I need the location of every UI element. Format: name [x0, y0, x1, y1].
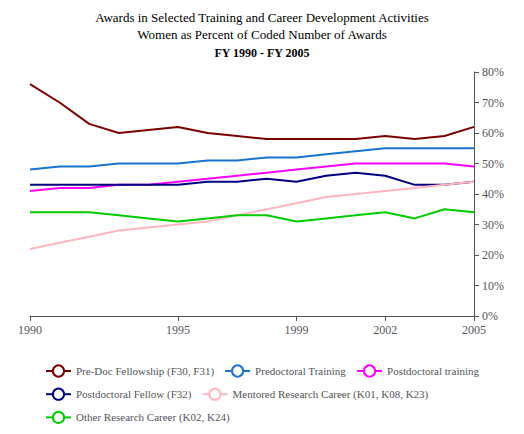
svg-text:30%: 30% — [482, 218, 504, 232]
svg-text:1999: 1999 — [284, 323, 308, 337]
svg-text:2002: 2002 — [373, 323, 397, 337]
svg-text:Postdoctoral training: Postdoctoral training — [387, 365, 479, 377]
svg-text:Women as Percent of Coded Numb: Women as Percent of Coded Number of Awar… — [137, 27, 386, 42]
svg-text:Mentored Research Career (K01,: Mentored Research Career (K01, K08, K23) — [232, 388, 428, 401]
svg-text:60%: 60% — [482, 126, 504, 140]
svg-text:0%: 0% — [482, 309, 498, 323]
svg-text:20%: 20% — [482, 248, 504, 262]
svg-text:10%: 10% — [482, 279, 504, 293]
svg-text:Pre-Doc Fellowship (F30, F31): Pre-Doc Fellowship (F30, F31) — [76, 365, 214, 378]
svg-text:FY 1990 - FY 2005: FY 1990 - FY 2005 — [214, 46, 309, 60]
svg-text:Postdoctoral Fellow (F32): Postdoctoral Fellow (F32) — [76, 388, 192, 401]
svg-text:1995: 1995 — [166, 323, 190, 337]
svg-text:2005: 2005 — [462, 323, 486, 337]
svg-text:1990: 1990 — [18, 323, 42, 337]
svg-text:80%: 80% — [482, 65, 504, 79]
svg-text:Predoctoral Training: Predoctoral Training — [255, 365, 346, 377]
svg-text:Awards in Selected Training an: Awards in Selected Training and Career D… — [95, 10, 428, 25]
svg-text:50%: 50% — [482, 157, 504, 171]
svg-text:40%: 40% — [482, 187, 504, 201]
svg-text:Other Research Career (K02, K2: Other Research Career (K02, K24) — [76, 411, 230, 424]
svg-text:70%: 70% — [482, 96, 504, 110]
